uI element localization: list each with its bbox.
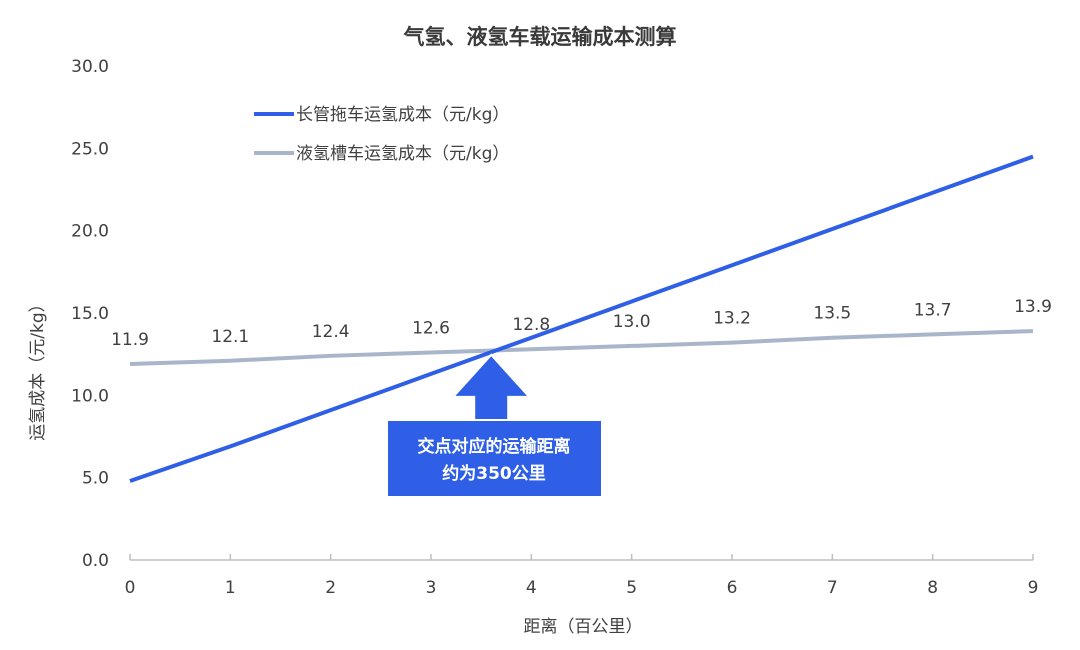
x-tick-label: 1	[225, 578, 236, 598]
y-tick-label: 30.0	[71, 57, 109, 77]
x-tick-label: 0	[125, 578, 136, 598]
chart-title: 气氢、液氢车载运输成本测算	[403, 25, 677, 49]
y-axis-title: 运氢成本（元/kg）	[28, 295, 48, 440]
x-tick-label: 6	[727, 578, 738, 598]
x-tick-label: 7	[827, 578, 838, 598]
y-axis: 0.0 5.0 10.0 15.0 20.0 25.0 30.0	[71, 57, 109, 571]
data-label: 13.2	[713, 309, 751, 329]
x-tick-label: 4	[526, 578, 537, 598]
x-tick-label: 8	[927, 578, 938, 598]
x-tick-label: 3	[426, 578, 437, 598]
data-label: 13.9	[1014, 297, 1052, 317]
data-label: 13.5	[813, 304, 851, 324]
callout-arrow-icon	[450, 353, 532, 422]
callout-line-2: 约为350公里	[442, 463, 546, 484]
x-tick-label: 9	[1028, 578, 1039, 598]
data-label: 11.9	[111, 330, 149, 350]
legend: 长管拖车运氢成本（元/kg） 液氢槽车运氢成本（元/kg）	[254, 105, 509, 164]
data-label: 13.0	[613, 312, 651, 332]
callout-box	[386, 419, 603, 498]
y-tick-label: 25.0	[71, 139, 109, 159]
series-lines	[129, 154, 1034, 483]
x-axis-title: 距离（百公里）	[524, 617, 643, 637]
legend-label-liquid-tanker: 液氢槽车运氢成本（元/kg）	[296, 144, 509, 164]
callout-line-1: 交点对应的运输距离	[418, 436, 571, 457]
crossover-callout: 交点对应的运输距离 约为350公里	[386, 353, 603, 498]
y-tick-label: 15.0	[71, 304, 109, 324]
data-labels: 11.9 12.1 12.4 12.6 12.8 13.0 13.2 13.5 13.7 13.9	[111, 297, 1052, 350]
x-tick-label: 5	[626, 578, 637, 598]
y-tick-label: 10.0	[71, 386, 109, 406]
y-tick-label: 0.0	[82, 551, 109, 571]
series-line-tube-trailer	[129, 154, 1034, 483]
series-line-liquid-tanker	[129, 329, 1034, 367]
data-label: 13.7	[914, 300, 952, 320]
data-label: 12.4	[312, 322, 350, 342]
x-axis: 0 1 2 3 4 5 6 7 8 9	[125, 554, 1039, 598]
y-tick-label: 20.0	[71, 222, 109, 242]
legend-label-tube-trailer: 长管拖车运氢成本（元/kg）	[296, 105, 509, 125]
x-tick-label: 2	[325, 578, 336, 598]
data-label: 12.6	[412, 319, 450, 339]
data-label: 12.8	[512, 315, 550, 335]
data-label: 12.1	[211, 327, 249, 347]
y-tick-label: 5.0	[82, 469, 109, 489]
